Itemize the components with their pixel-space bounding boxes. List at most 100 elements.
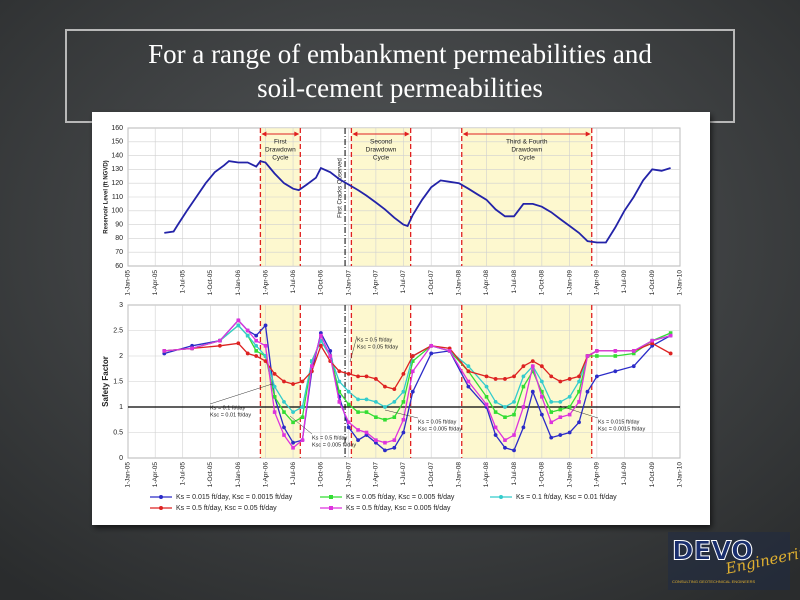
- data-point: [503, 405, 507, 409]
- data-point: [558, 433, 563, 437]
- data-point: [503, 438, 507, 442]
- event-label: First Cracks Observed: [338, 158, 344, 218]
- y-tick-label: 120: [111, 180, 123, 187]
- data-point: [364, 410, 369, 414]
- x-tick-label: 1-Apr-06: [262, 270, 269, 296]
- data-point: [346, 371, 351, 376]
- data-point: [530, 359, 535, 363]
- data-point: [300, 415, 305, 419]
- data-point: [466, 379, 471, 384]
- data-point: [539, 379, 544, 384]
- data-point: [512, 448, 516, 453]
- data-point: [613, 354, 618, 358]
- y-tick-label: 70: [115, 249, 123, 256]
- x-tick-label: 1-Apr-09: [594, 270, 601, 296]
- data-point: [401, 400, 406, 404]
- data-point: [254, 338, 258, 343]
- annotation: Ksc = 0.05 ft/day: [357, 344, 398, 350]
- data-point: [236, 341, 241, 346]
- data-point: [383, 417, 387, 422]
- x-tick-label: 1-Apr-08: [483, 462, 490, 488]
- data-point: [245, 328, 250, 333]
- data-point: [521, 425, 526, 430]
- y-axis-label: Reservoir Level (ft NGVD): [104, 160, 110, 233]
- data-point: [356, 428, 360, 432]
- y-tick-label: 60: [115, 263, 123, 270]
- y-tick-label: 0: [119, 455, 123, 462]
- data-point: [650, 338, 654, 343]
- band-label: Cycle: [272, 155, 289, 162]
- data-point: [577, 400, 581, 404]
- x-tick-label: 1-Apr-07: [373, 270, 380, 296]
- data-point: [318, 343, 323, 348]
- x-tick-label: 1-Jul-08: [511, 462, 518, 486]
- x-tick-label: 1-Jan-06: [235, 270, 242, 296]
- y-tick-label: 150: [111, 139, 123, 146]
- legend-label: Ks = 0.5 ft/day, Ksc = 0.05 ft/day: [176, 505, 277, 512]
- data-point: [493, 400, 498, 404]
- data-point: [540, 389, 544, 394]
- data-point: [429, 344, 434, 348]
- data-point: [429, 351, 434, 356]
- data-point: [521, 405, 526, 409]
- x-tick-label: 1-Jul-08: [511, 270, 518, 294]
- data-point: [558, 379, 563, 384]
- data-point: [383, 440, 387, 445]
- y-tick-label: 2: [119, 353, 123, 360]
- data-point: [217, 343, 222, 348]
- data-point: [374, 438, 378, 442]
- data-point: [364, 374, 369, 379]
- data-point: [300, 379, 305, 384]
- y-tick-label: 1: [119, 404, 123, 411]
- annotation: Ks = 0.5 ft/day: [357, 337, 393, 343]
- x-tick-label: 1-Jul-05: [179, 270, 186, 294]
- annotation: Ks = 0.015 ft/day: [598, 419, 640, 425]
- data-point: [162, 349, 167, 353]
- x-tick-label: 1-Oct-06: [318, 462, 325, 488]
- data-point: [373, 400, 378, 404]
- band-label: First: [274, 139, 287, 146]
- data-point: [631, 349, 636, 353]
- x-tick-label: 1-Jul-07: [400, 462, 407, 486]
- data-point: [282, 400, 286, 404]
- x-tick-label: 1-Jan-08: [456, 462, 463, 488]
- annotation: Ks = 0.5 ft/day: [312, 435, 348, 441]
- legend-label: Ks = 0.1 ft/day, Ksc = 0.01 ft/day: [516, 494, 617, 501]
- x-tick-label: 1-Apr-07: [373, 462, 380, 488]
- data-point: [613, 369, 618, 374]
- data-point: [392, 387, 397, 392]
- x-tick-label: 1-Oct-08: [539, 462, 546, 488]
- annotation: Ksc = 0.005 ft/day: [312, 442, 356, 448]
- y-tick-label: 160: [111, 125, 123, 132]
- data-point: [410, 389, 415, 394]
- data-point: [364, 397, 369, 402]
- data-point: [254, 333, 259, 338]
- data-point: [577, 389, 581, 394]
- data-point: [383, 405, 387, 409]
- data-point: [392, 415, 397, 419]
- data-point: [272, 395, 277, 399]
- data-point: [309, 364, 314, 368]
- data-point: [291, 382, 295, 386]
- data-point: [328, 354, 333, 358]
- data-point: [558, 407, 563, 412]
- band-label: Cycle: [519, 155, 536, 162]
- x-tick-label: 1-Apr-09: [594, 462, 601, 488]
- data-point: [410, 369, 415, 374]
- data-point: [567, 405, 572, 409]
- data-point: [346, 420, 351, 425]
- data-point: [218, 338, 222, 343]
- data-point: [595, 354, 599, 358]
- band-label: Second: [370, 139, 392, 146]
- logo-backdrop: [668, 532, 790, 590]
- x-tick-label: 1-Jul-07: [400, 270, 407, 294]
- data-point: [300, 438, 305, 442]
- data-point: [577, 374, 581, 379]
- data-point: [291, 440, 295, 445]
- data-point: [401, 371, 406, 376]
- y-tick-label: 2.5: [113, 327, 123, 334]
- data-point: [595, 349, 599, 353]
- band-label: Drawdown: [265, 147, 296, 154]
- data-point: [263, 323, 268, 328]
